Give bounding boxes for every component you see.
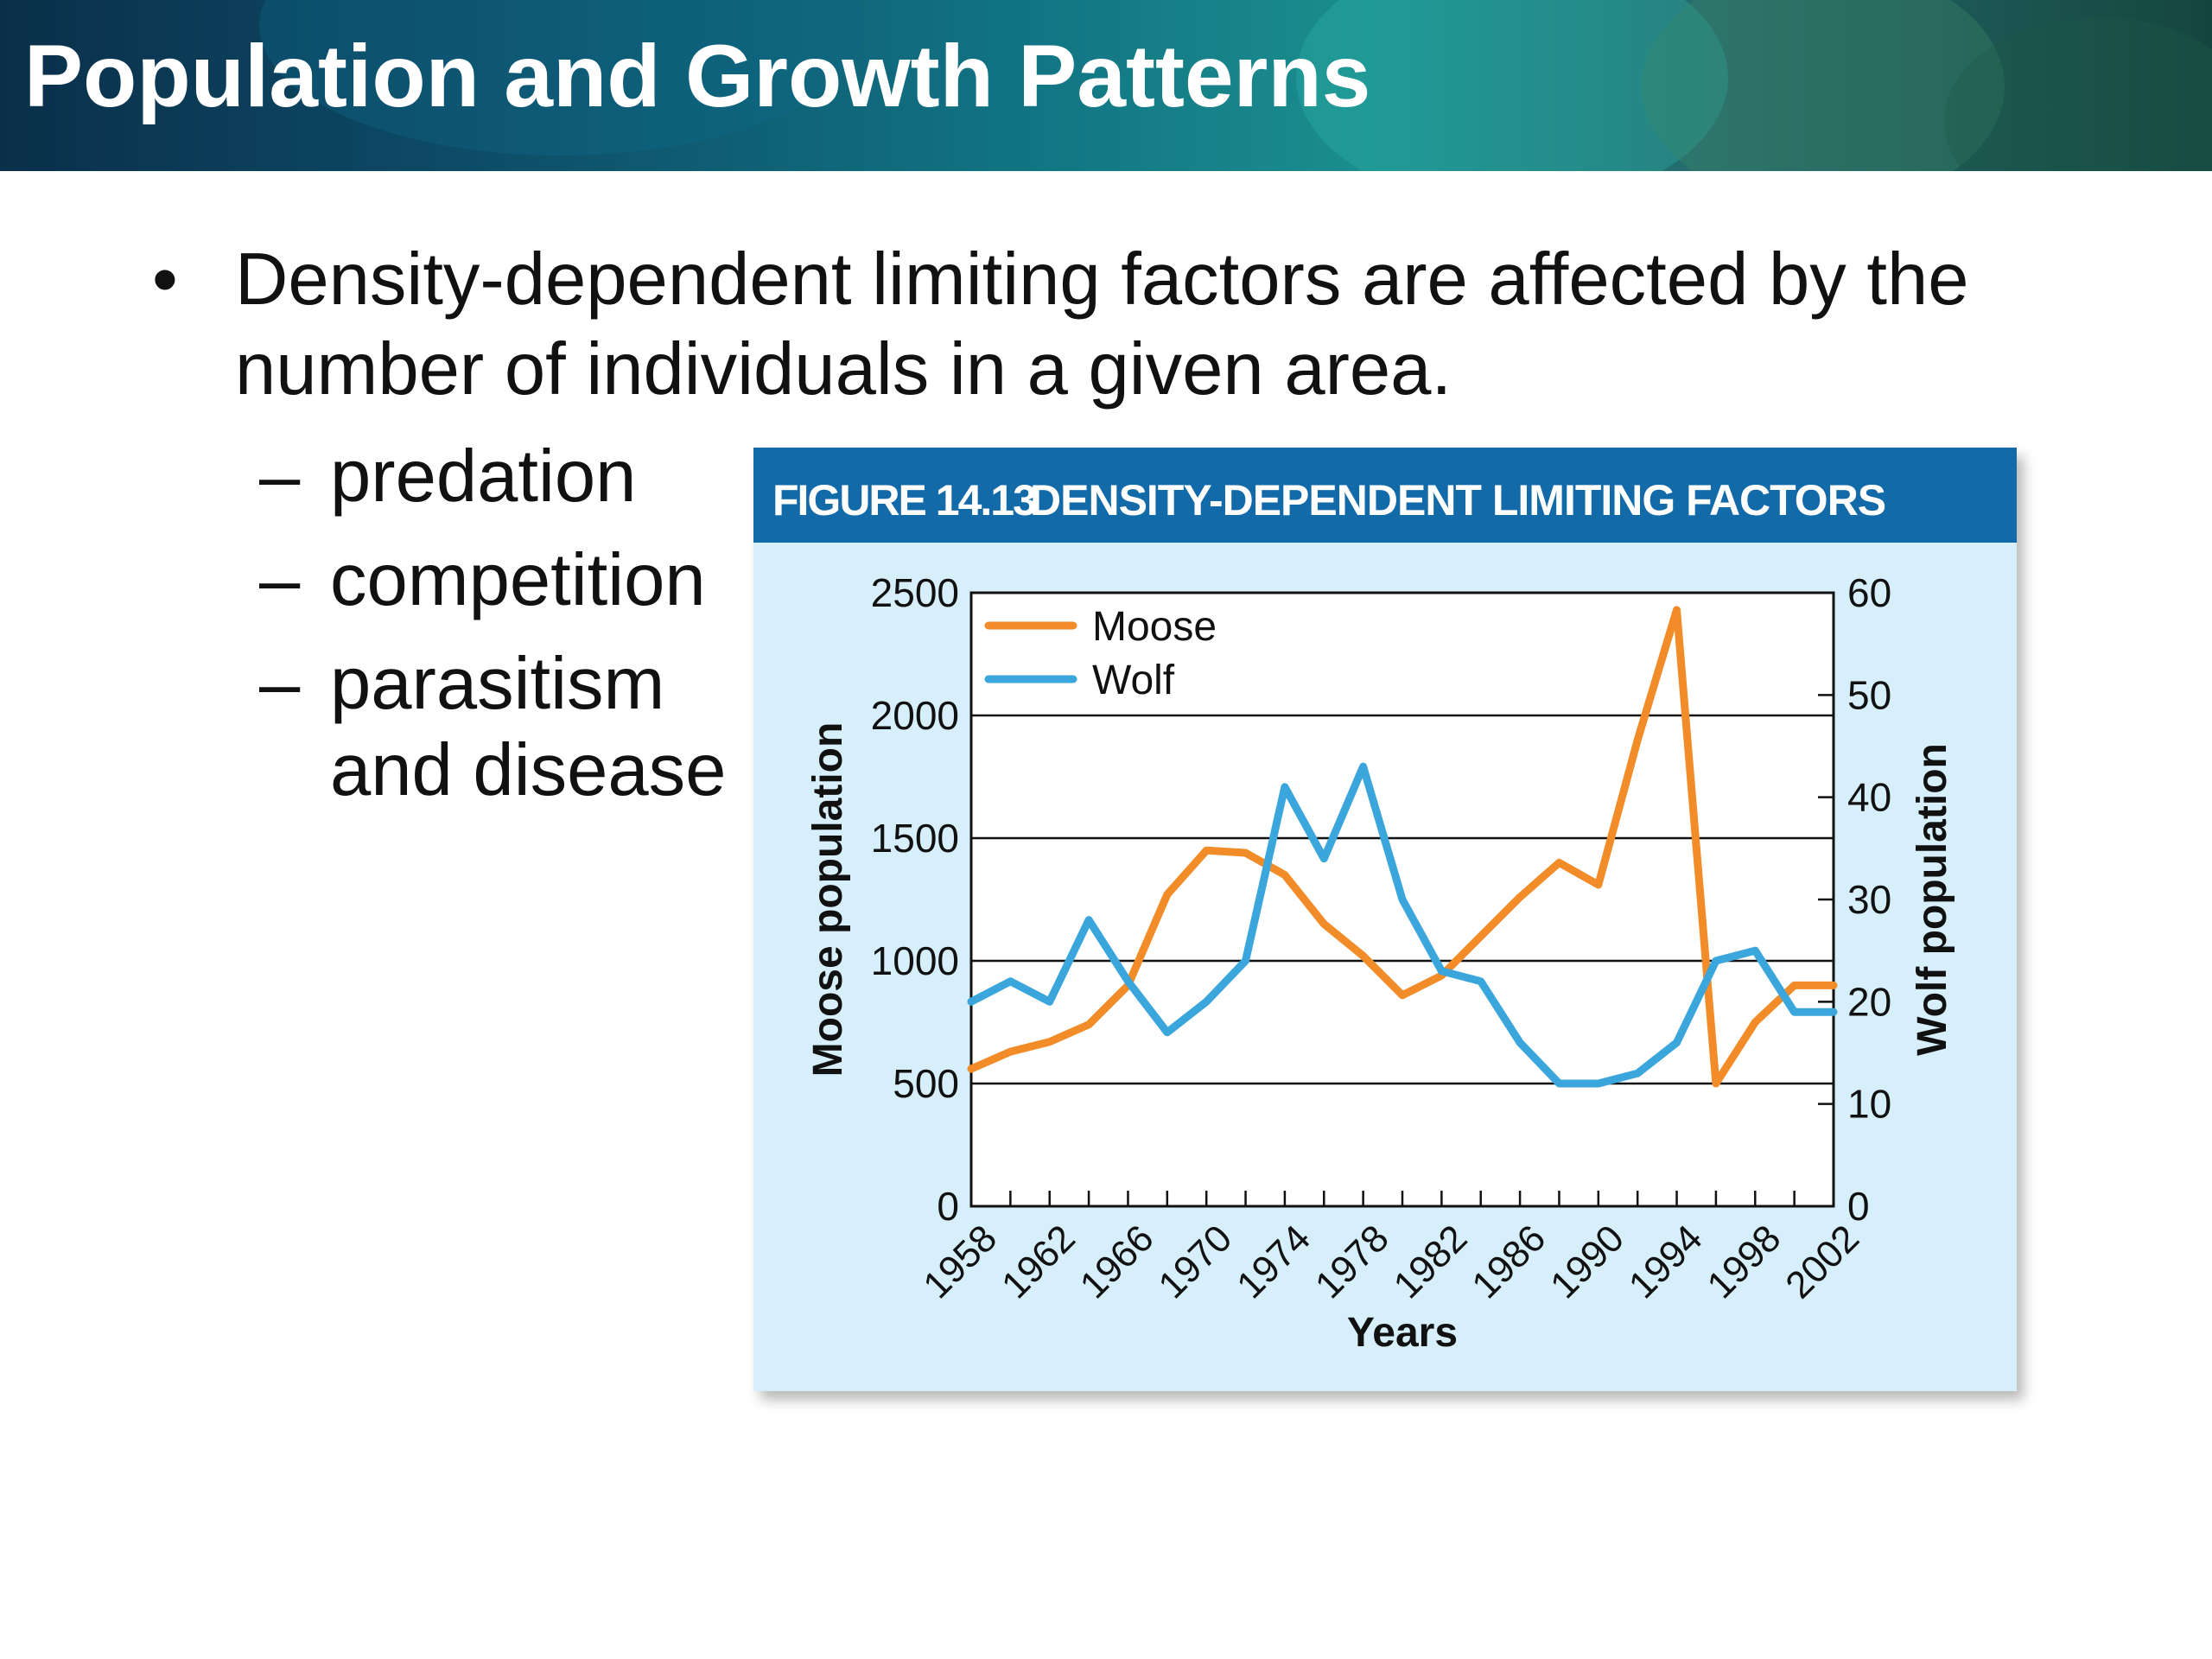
figure-panel: FIGURE 14.13 DENSITY-DEPENDENT LIMITING …	[753, 448, 2017, 1391]
sub-bullet-marker: –	[259, 435, 301, 518]
x-tick-label: 1990	[1542, 1217, 1632, 1306]
x-tick-label: 1966	[1072, 1217, 1162, 1306]
y-left-tick-label: 2500	[871, 570, 959, 615]
y-right-tick-label: 10	[1847, 1082, 1891, 1127]
x-tick-label: 1974	[1229, 1217, 1319, 1306]
x-tick-label: 1986	[1464, 1217, 1554, 1306]
figure-number: FIGURE 14.13	[772, 476, 1037, 524]
sub-bullet-marker: –	[259, 643, 301, 725]
y-right-tick-label: 30	[1847, 877, 1891, 922]
sub-bullet-predation: predation	[330, 435, 637, 518]
x-tick-label: 1958	[915, 1217, 1005, 1306]
x-tick-label: 1982	[1386, 1217, 1476, 1306]
title-banner: Population and Growth Patterns	[0, 0, 2212, 171]
x-tick-label: 1970	[1150, 1217, 1240, 1306]
sub-bullet-disease: and disease	[330, 729, 727, 811]
banner-decoration	[1296, 0, 1728, 171]
y-left-tick-label: 2000	[871, 693, 959, 738]
x-tick-label: 1994	[1621, 1217, 1711, 1306]
sub-bullet-competition: competition	[330, 539, 706, 621]
figure-header: FIGURE 14.13 DENSITY-DEPENDENT LIMITING …	[753, 448, 2017, 543]
x-tick-label: 1978	[1307, 1217, 1397, 1306]
y-left-tick-label: 0	[937, 1184, 959, 1229]
y-right-tick-label: 0	[1847, 1184, 1870, 1229]
banner-decoration	[1642, 0, 2005, 171]
y-left-tick-label: 1500	[871, 816, 959, 861]
moose-wolf-line-chart: 0500100015002000250001020304050601958196…	[805, 570, 1955, 1356]
y-right-axis-title: Wolf population	[1910, 743, 1955, 1056]
series-line-moose	[967, 606, 1838, 1088]
y-right-tick-label: 60	[1847, 570, 1891, 615]
y-left-tick-label: 500	[893, 1061, 959, 1106]
series-line-wolf	[967, 762, 1838, 1088]
bullet-marker: •	[152, 238, 178, 321]
legend-label-moose: Moose	[1092, 604, 1217, 650]
y-right-tick-label: 20	[1847, 979, 1891, 1024]
sub-bullet-parasitism: parasitism	[330, 643, 665, 725]
slide-title: Population and Growth Patterns	[24, 27, 1371, 125]
sub-bullet-marker: –	[259, 539, 301, 621]
bullet-main-text: Density-dependent limiting factors are a…	[235, 238, 1969, 410]
x-tick-label: 1998	[1700, 1217, 1789, 1306]
y-right-tick-label: 40	[1847, 775, 1891, 820]
y-right-tick-label: 50	[1847, 672, 1891, 717]
y-left-axis-title: Moose population	[805, 722, 851, 1077]
legend-label-wolf: Wolf	[1092, 658, 1175, 703]
x-tick-label: 1962	[994, 1217, 1084, 1306]
figure-title: DENSITY-DEPENDENT LIMITING FACTORS	[1030, 476, 1886, 524]
x-tick-label: 2002	[1777, 1217, 1867, 1306]
x-axis-title: Years	[1347, 1310, 1458, 1356]
y-left-tick-label: 1000	[871, 938, 959, 983]
